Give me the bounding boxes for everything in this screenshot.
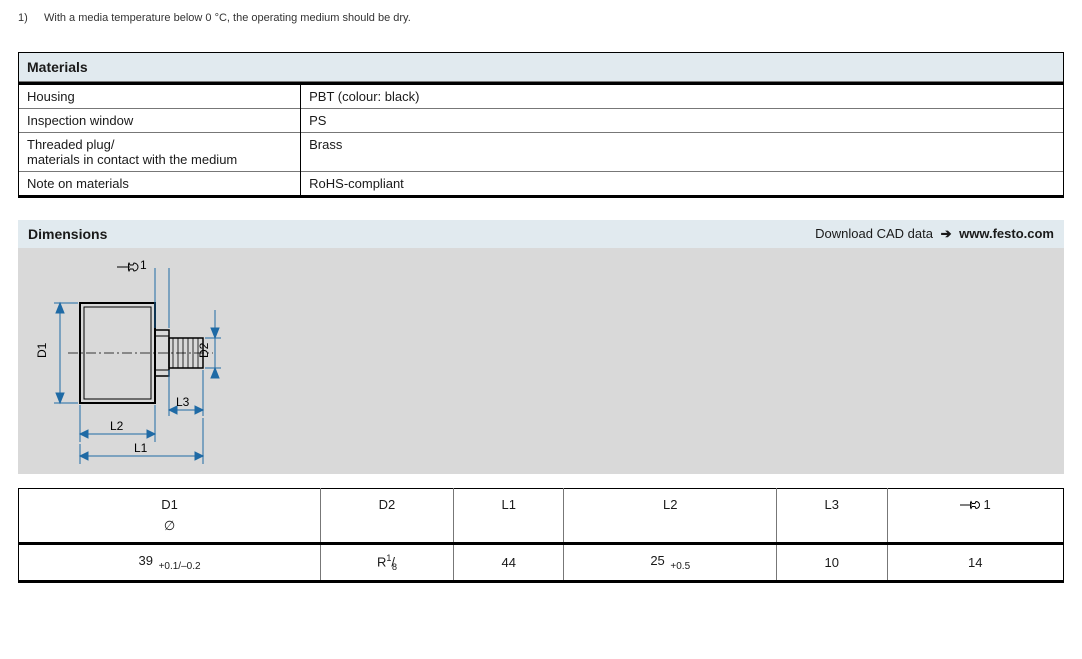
cad-download-label: Download CAD data (815, 226, 933, 241)
dim-val-wrench: 14 (887, 544, 1063, 582)
dimensions-table: D1 D2 L1 L2 L3 1 ∅ 39 +0.1/–0.2 (18, 488, 1064, 583)
materials-row-value: RoHS-compliant (301, 172, 1064, 197)
dim-col-d1-sub: ∅ (19, 518, 321, 544)
footnote-number: 1) (18, 12, 32, 24)
materials-row-label: Housing (19, 84, 301, 109)
materials-row-value: PBT (colour: black) (301, 84, 1064, 109)
footnote: 1) With a media temperature below 0 °C, … (18, 12, 1064, 24)
dim-val-l3: 10 (777, 544, 888, 582)
dim-col-l1: L1 (453, 489, 564, 519)
materials-table: Materials Housing PBT (colour: black) In… (18, 52, 1064, 198)
arrow-right-icon: ➔ (941, 226, 952, 241)
dim-col-d2: D2 (321, 489, 454, 519)
svg-text:L3: L3 (176, 395, 190, 409)
dimensions-section: Dimensions Download CAD data ➔ www.festo… (18, 220, 1064, 474)
dim-col-l3: L3 (777, 489, 888, 519)
svg-text:L2: L2 (110, 419, 124, 433)
dimensions-drawing: D1 D2 1 (18, 248, 1064, 474)
materials-row-value: PS (301, 109, 1064, 133)
dim-val-d1: 39 +0.1/–0.2 (19, 544, 321, 582)
svg-text:D2: D2 (197, 342, 211, 358)
cad-download[interactable]: Download CAD data ➔ www.festo.com (815, 226, 1054, 242)
materials-title: Materials (19, 53, 1064, 82)
dim-col-d1: D1 (19, 489, 321, 519)
footnote-text: With a media temperature below 0 °C, the… (44, 12, 411, 24)
materials-row-label: Inspection window (19, 109, 301, 133)
materials-row-label: Threaded plug/ materials in contact with… (19, 133, 301, 172)
svg-text:1: 1 (140, 258, 147, 272)
dim-col-wrench: 1 (887, 489, 1063, 519)
materials-row-label: Note on materials (19, 172, 301, 197)
wrench-icon (960, 498, 980, 508)
dim-val-d2: R1/8 (321, 544, 454, 582)
dim-val-l1: 44 (453, 544, 564, 582)
dimensions-title: Dimensions (28, 226, 107, 242)
svg-text:D1: D1 (35, 342, 49, 358)
materials-body: Housing PBT (colour: black) Inspection w… (19, 84, 1064, 197)
cad-download-url: www.festo.com (959, 226, 1054, 241)
dim-val-l2: 25 +0.5 (564, 544, 777, 582)
materials-row-value: Brass (301, 133, 1064, 172)
svg-text:L1: L1 (134, 441, 148, 455)
dim-col-l2: L2 (564, 489, 777, 519)
dimensions-header: Dimensions Download CAD data ➔ www.festo… (18, 220, 1064, 248)
dim-col-wrench-suffix: 1 (983, 497, 990, 512)
